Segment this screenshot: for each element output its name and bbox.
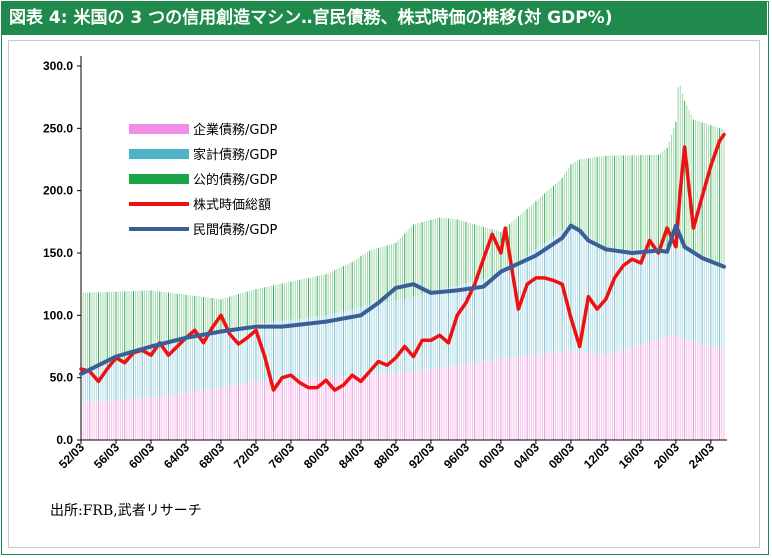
legend-label: 家計債務/GDP (193, 147, 277, 163)
y-tick-label: 0.0 (56, 433, 73, 447)
legend-swatch (129, 149, 189, 159)
x-tick-label: 24/03 (686, 440, 717, 471)
x-tick-label: 76/03 (266, 440, 297, 471)
x-tick-label: 04/03 (511, 440, 542, 471)
private-debt-line (79, 223, 726, 376)
x-tick-label: 72/03 (231, 440, 262, 471)
x-tick-label: 64/03 (161, 440, 192, 471)
y-tick-label: 150.0 (43, 246, 73, 260)
x-tick-label: 80/03 (301, 440, 332, 471)
stacked-areas (80, 85, 725, 440)
x-tick-label: 84/03 (336, 440, 367, 471)
y-tick-label: 250.0 (43, 121, 73, 135)
stock-market-cap-line (79, 132, 726, 392)
x-tick-label: 20/03 (651, 440, 682, 471)
x-tick-label: 68/03 (196, 440, 227, 471)
x-tick-label: 16/03 (616, 440, 647, 471)
y-axis: 0.0 50.0 100.0 150.0 200.0 250.0 300.0 (43, 56, 82, 447)
legend-swatch (129, 124, 189, 134)
line-series (79, 132, 726, 392)
x-tick-label: 56/03 (91, 440, 122, 471)
x-tick-label: 12/03 (581, 440, 612, 471)
legend-label: 公的債務/GDP (193, 172, 277, 188)
x-axis: 52/03 56/03 60/03 64/03 68/03 72/03 76/03 80/03… (56, 439, 727, 471)
x-tick-label: 00/03 (476, 440, 507, 471)
chart-svg: 0.0 50.0 100.0 150.0 200.0 250.0 300.0 52/03 56… (43, 56, 727, 471)
y-tick-label: 300.0 (43, 59, 73, 73)
x-tick-label: 60/03 (126, 440, 157, 471)
y-tick-label: 200.0 (43, 184, 73, 198)
legend-label: 企業債務/GDP (193, 122, 277, 138)
y-tick-label: 100.0 (43, 308, 73, 322)
legend-label: 株式時価総額 (193, 198, 271, 213)
y-tick-label: 50.0 (50, 371, 74, 385)
source-note: 出所:FRB,武者リサーチ (50, 503, 202, 519)
x-tick-label: 88/03 (371, 440, 402, 471)
x-tick-label: 96/03 (441, 440, 472, 471)
figure-title: 図表 4: 米国の 3 つの信用創造マシン‥官民債務、株式時価の推移(対 GDP… (1, 1, 767, 35)
x-tick-label: 92/03 (406, 440, 437, 471)
chart-area: 0.0 50.0 100.0 150.0 200.0 250.0 300.0 52/03 56… (8, 40, 760, 548)
legend-swatch (129, 174, 189, 184)
legend-label: 民間債務/GDP (193, 223, 277, 238)
x-tick-label: 08/03 (546, 440, 577, 471)
